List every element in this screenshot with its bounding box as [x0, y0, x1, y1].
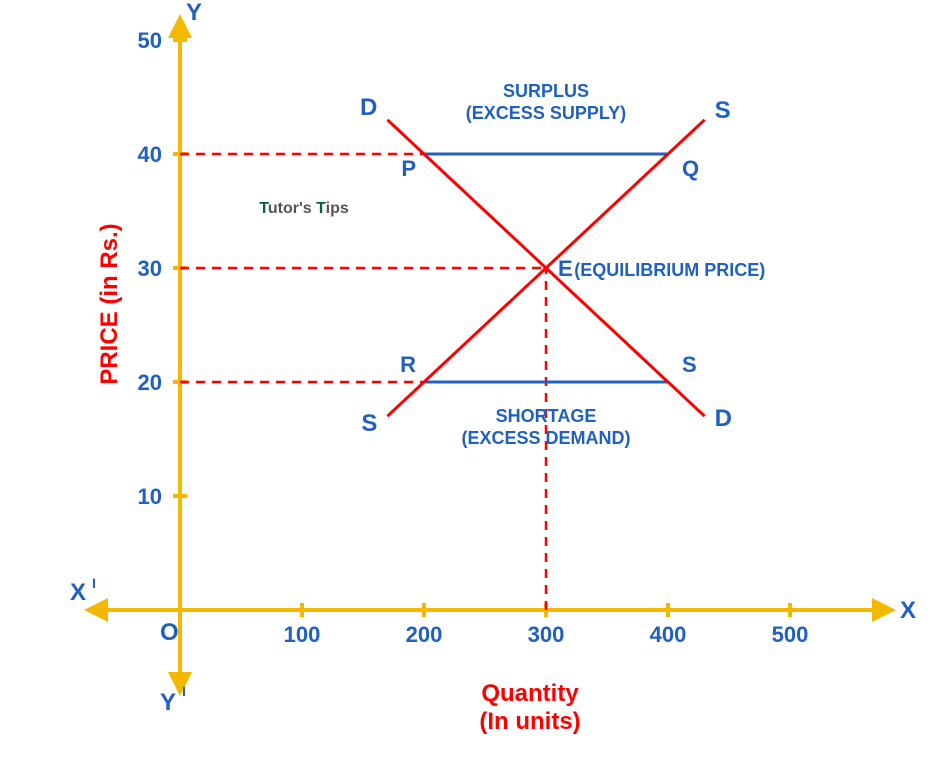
svg-text:Y: Y — [186, 0, 202, 26]
svg-text:E: E — [558, 256, 573, 281]
logo-part-1: utor's — [268, 200, 316, 217]
chart-container: 1002003004005001020304050XXIYYIODDSSPQER… — [0, 0, 944, 768]
y-axis-label: PRICE (in Rs.) — [96, 204, 124, 404]
svg-text:50: 50 — [138, 28, 162, 53]
logo: Tutor's Tips — [259, 200, 348, 218]
svg-text:Y: Y — [160, 689, 176, 716]
svg-text:100: 100 — [284, 622, 321, 647]
x-axis-label-line1: Quantity — [481, 680, 578, 707]
logo-part-0: T — [259, 200, 268, 217]
svg-text:I: I — [92, 575, 96, 591]
svg-text:20: 20 — [138, 370, 162, 395]
svg-text:200: 200 — [406, 622, 443, 647]
chart-svg: 1002003004005001020304050XXIYYIODDSSPQER… — [0, 0, 944, 768]
svg-text:R: R — [400, 352, 416, 377]
svg-text:S: S — [715, 97, 731, 124]
logo-part-2: T — [316, 200, 325, 217]
svg-text:500: 500 — [772, 622, 809, 647]
svg-text:X: X — [70, 579, 86, 606]
svg-text:40: 40 — [138, 142, 162, 167]
svg-text:S: S — [361, 410, 377, 437]
svg-text:X: X — [900, 597, 916, 624]
svg-text:SHORTAGE: SHORTAGE — [496, 406, 597, 426]
svg-text:30: 30 — [138, 256, 162, 281]
svg-text:400: 400 — [650, 622, 687, 647]
svg-text:Q: Q — [682, 156, 699, 181]
svg-text:10: 10 — [138, 484, 162, 509]
svg-text:D: D — [715, 405, 732, 432]
svg-text:P: P — [401, 156, 416, 181]
svg-text:300: 300 — [528, 622, 565, 647]
svg-text:I: I — [182, 683, 186, 699]
svg-text:(EXCESS DEMAND): (EXCESS DEMAND) — [461, 428, 630, 448]
svg-text:S: S — [682, 352, 697, 377]
svg-text:(EXCESS SUPPLY): (EXCESS SUPPLY) — [466, 103, 626, 123]
svg-text:D: D — [360, 94, 377, 121]
svg-text:SURPLUS: SURPLUS — [503, 81, 589, 101]
logo-part-3: ips — [326, 200, 349, 217]
svg-text:O: O — [160, 619, 179, 646]
svg-text:(EQUILIBRIUM PRICE): (EQUILIBRIUM PRICE) — [574, 260, 765, 280]
x-axis-label: Quantity (In units) — [380, 680, 680, 736]
x-axis-label-line2: (In units) — [479, 708, 580, 735]
